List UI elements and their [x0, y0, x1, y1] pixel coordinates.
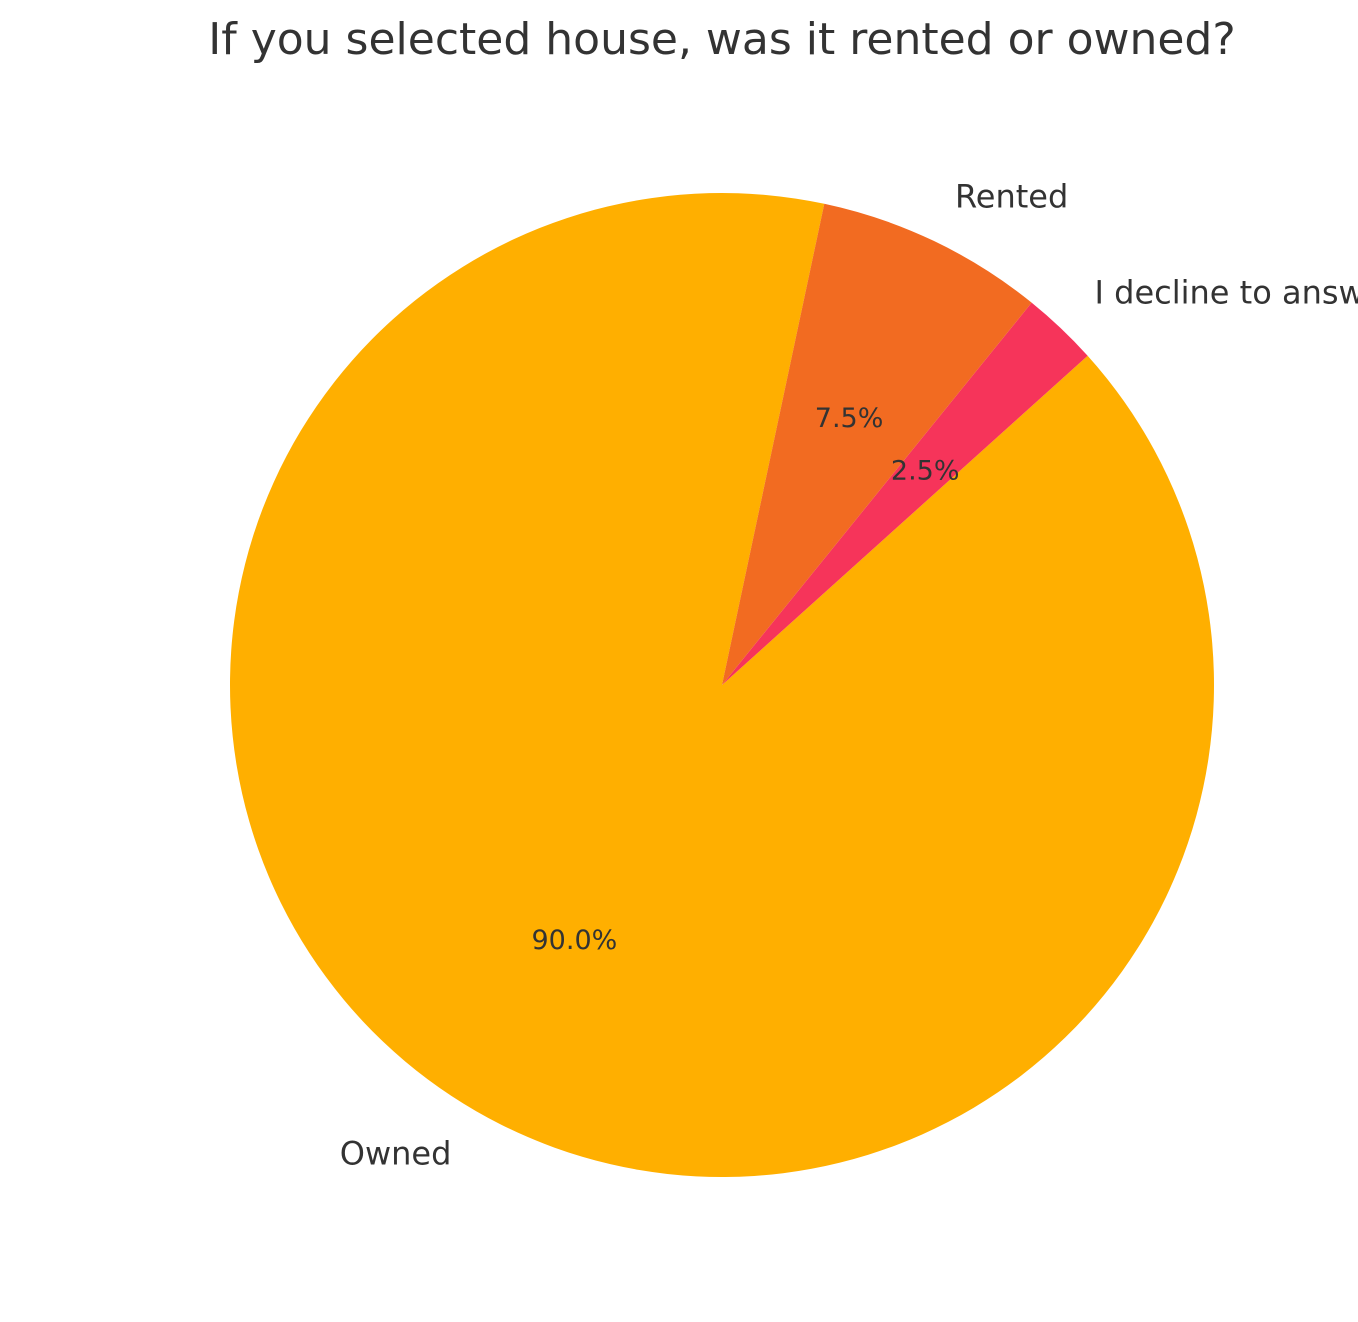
pie-slice-i-decline-to-answer: [722, 302, 1088, 685]
slice-percent-rented: 7.5%: [815, 403, 884, 434]
slice-label-owned: Owned: [340, 1135, 452, 1173]
slice-label-rented: Rented: [955, 178, 1068, 216]
slice-percent-i-decline-to-answer: 2.5%: [891, 455, 960, 486]
slice-label-i-decline-to-answer: I decline to answer: [1095, 273, 1358, 311]
pie-slices: [229, 192, 1214, 1177]
pie-slice-owned: [229, 192, 1214, 1177]
slice-percent-owned: 90.0%: [532, 925, 618, 956]
pie-labels: Owned 90.0% I decline to answer 2.5% Rented 7…: [340, 178, 1358, 1173]
pie-slice-rented: [722, 203, 1032, 685]
chart-title: If you selected house, was it rented or …: [208, 14, 1236, 65]
